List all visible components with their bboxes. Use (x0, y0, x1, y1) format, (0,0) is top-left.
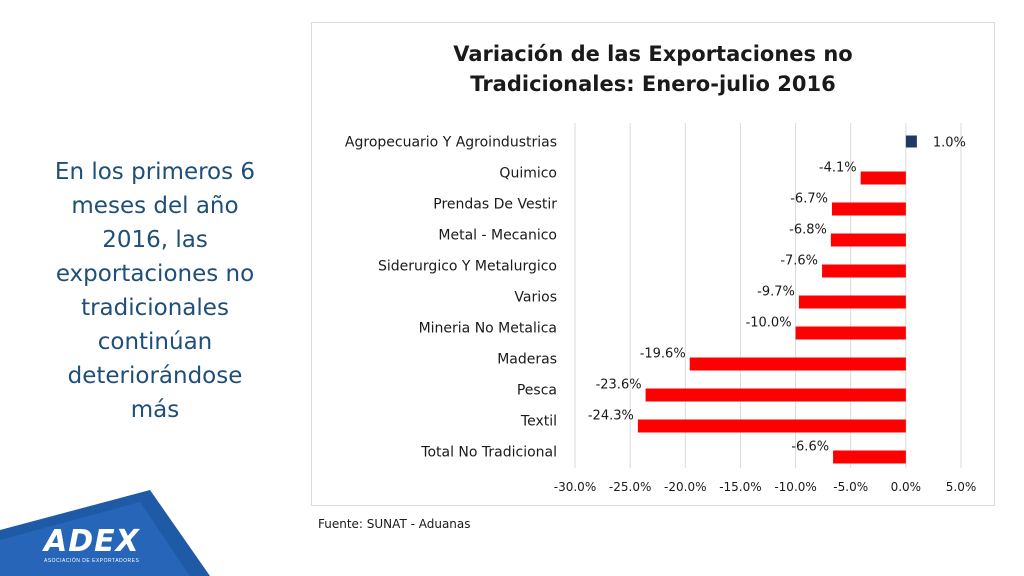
category-label: Varios (514, 290, 557, 306)
data-label: -7.6% (780, 254, 818, 269)
category-label: Siderurgico Y Metalurgico (378, 259, 557, 275)
bar (833, 450, 906, 464)
bar (831, 202, 906, 216)
chart-title: Variación de las Exportaciones no Tradic… (312, 39, 994, 99)
x-tick-label: -15.0% (719, 480, 761, 494)
x-tick-label: 5.0% (946, 480, 977, 494)
bar-chart: -30.0% -25.0% -20.0% -15.0% -10.0% -5.0% 0.0% 5… (345, 123, 977, 494)
data-label: -9.7% (757, 285, 795, 300)
category-label: Maderas (497, 352, 557, 368)
brand-band (0, 490, 210, 576)
x-tick-label: 0.0% (891, 480, 922, 494)
chart-title-line-1: Variación de las Exportaciones no (453, 42, 853, 66)
bar (822, 264, 906, 278)
category-label: Mineria No Metalica (419, 321, 557, 337)
bar (798, 295, 906, 309)
data-label: -6.8% (789, 223, 827, 238)
headline-text: En los primeros 6 meses del año 2016, la… (54, 159, 256, 423)
data-label: -4.1% (819, 161, 857, 176)
chart-title-line-2: Tradicionales: Enero-julio 2016 (470, 72, 836, 96)
x-tick-label: -20.0% (664, 480, 706, 494)
adex-logo: ADEX (44, 524, 140, 559)
data-label: -6.7% (790, 192, 828, 207)
category-label: Textil (520, 414, 557, 430)
bar (905, 135, 917, 148)
bar (830, 233, 906, 247)
data-label: -24.3% (588, 409, 634, 424)
adex-logo-subtitle: ASOCIACIÓN DE EXPORTADORES (44, 558, 140, 564)
x-tick-label: -5.0% (833, 480, 868, 494)
data-label: -19.6% (640, 347, 686, 362)
bar (637, 419, 906, 433)
bar (689, 357, 906, 371)
data-label: 1.0% (933, 136, 966, 151)
data-label: -6.6% (791, 440, 829, 455)
category-label: Quimico (499, 166, 557, 182)
source-note: Fuente: SUNAT - Aduanas (318, 517, 471, 531)
category-label: Total No Tradicional (420, 445, 557, 461)
x-tick-label: -25.0% (609, 480, 651, 494)
category-label: Agropecuario Y Agroindustrias (345, 135, 557, 151)
data-label: -23.6% (596, 378, 642, 393)
bar (860, 171, 906, 185)
chart-frame: Variación de las Exportaciones no Tradic… (311, 22, 995, 506)
category-label: Metal - Mecanico (438, 228, 557, 244)
bar (795, 326, 906, 340)
x-tick-label: -10.0% (774, 480, 816, 494)
category-label: Prendas De Vestir (433, 197, 557, 213)
data-label: -10.0% (746, 316, 792, 331)
category-label: Pesca (517, 383, 557, 399)
x-tick-label: -30.0% (554, 480, 596, 494)
bar (645, 388, 906, 402)
